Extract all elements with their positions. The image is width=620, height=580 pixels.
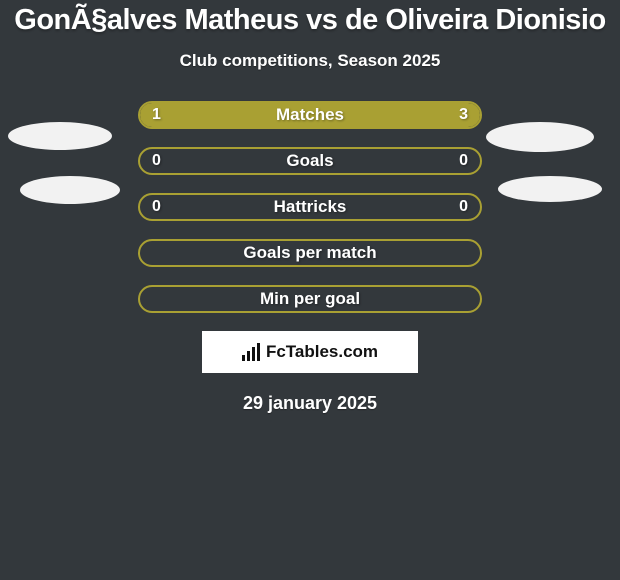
bar-value-right: 0 <box>459 149 468 173</box>
bar-track: Matches13 <box>138 101 482 129</box>
brand-box[interactable]: FcTables.com <box>202 331 418 373</box>
bar-label: Goals <box>140 149 480 173</box>
bar-fill-right <box>225 103 480 127</box>
stat-row: Hattricks0 0 <box>138 193 482 221</box>
bar-track: Hattricks0 0 <box>138 193 482 221</box>
bar-label: Goals per match <box>140 241 480 265</box>
brand-text: FcTables.com <box>266 342 378 362</box>
bar-value-right: 0 <box>459 195 468 219</box>
bar-track: Goals0 0 <box>138 147 482 175</box>
stat-row: Matches13 <box>138 101 482 129</box>
stat-rows: Matches13Goals00Hattricks00Goals per mat… <box>138 101 482 313</box>
team-badge-left-1 <box>8 122 112 150</box>
stat-row: Min per goal <box>138 285 482 313</box>
bar-label: Hattricks <box>140 195 480 219</box>
bar-value-left: 0 <box>152 149 161 173</box>
bar-chart-icon <box>242 343 260 361</box>
page-title: GonÃ§alves Matheus vs de Oliveira Dionis… <box>0 0 620 37</box>
date-label: 29 january 2025 <box>0 393 620 414</box>
team-badge-left-2 <box>20 176 120 204</box>
bar-track: Min per goal <box>138 285 482 313</box>
subtitle: Club competitions, Season 2025 <box>0 51 620 71</box>
bar-label: Min per goal <box>140 287 480 311</box>
stat-row: Goals0 0 <box>138 147 482 175</box>
bar-value-left: 1 <box>152 103 161 127</box>
bar-value-right: 3 <box>459 103 468 127</box>
team-badge-right-1 <box>486 122 594 152</box>
bar-track: Goals per match <box>138 239 482 267</box>
team-badge-right-2 <box>498 176 602 202</box>
stat-row: Goals per match <box>138 239 482 267</box>
stats-card: GonÃ§alves Matheus vs de Oliveira Dionis… <box>0 0 620 580</box>
bar-value-left: 0 <box>152 195 161 219</box>
